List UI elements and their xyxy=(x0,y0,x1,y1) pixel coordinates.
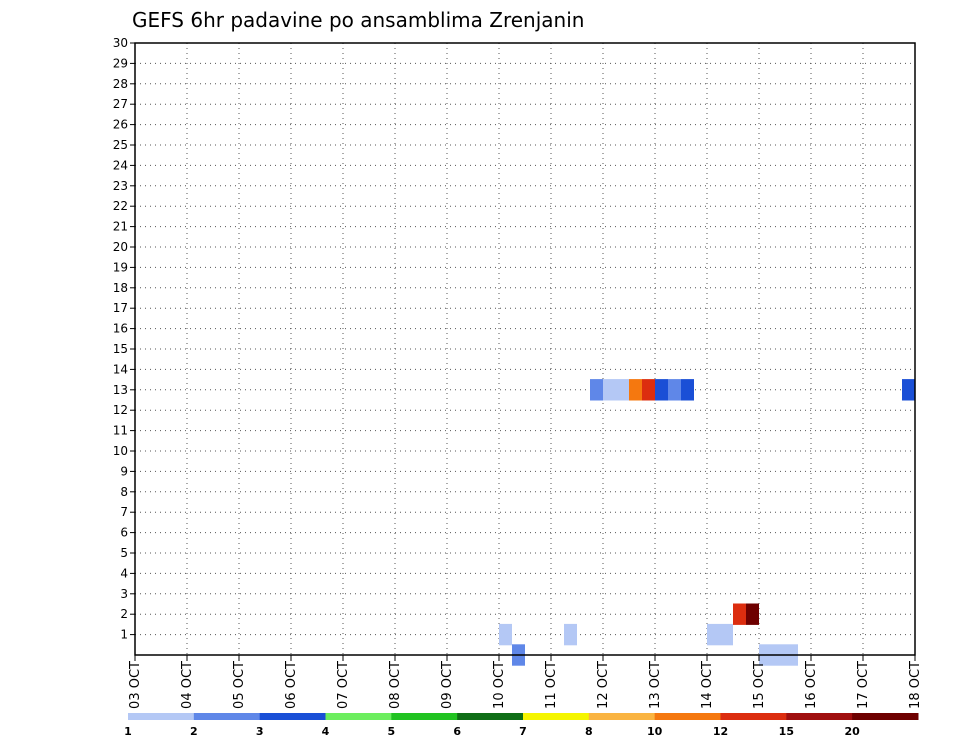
legend-swatch xyxy=(325,713,392,720)
legend-label: 1 xyxy=(124,725,132,738)
legend-swatch xyxy=(654,713,721,720)
y-tick-label: 10 xyxy=(113,444,128,458)
legend-label: 2 xyxy=(190,725,198,738)
data-cell xyxy=(720,623,733,646)
y-tick-label: 9 xyxy=(120,464,128,478)
data-cell xyxy=(655,379,668,401)
legend-swatch xyxy=(786,713,853,720)
legend-swatch xyxy=(457,713,524,720)
data-cell xyxy=(902,379,915,401)
y-tick-label: 27 xyxy=(113,97,128,111)
x-tick-label: 15 OCT xyxy=(752,661,767,709)
y-tick-label: 19 xyxy=(113,260,128,274)
y-tick-label: 20 xyxy=(113,240,128,254)
x-tick-label: 03 OCT xyxy=(128,661,143,709)
y-tick-label: 29 xyxy=(113,56,128,70)
y-tick-label: 22 xyxy=(113,199,128,213)
legend-label: 6 xyxy=(453,725,461,738)
legend-swatch xyxy=(720,713,787,720)
data-cell xyxy=(616,379,629,401)
legend-label: 12 xyxy=(713,725,728,738)
legend-label: 7 xyxy=(519,725,527,738)
y-tick-label: 16 xyxy=(113,322,128,336)
legend-label: 20 xyxy=(845,725,861,738)
legend-swatch xyxy=(523,713,590,720)
color-legend: 1 2 3 4 5 6 7 8 10 12 15 20 xyxy=(124,713,919,738)
legend-label: 5 xyxy=(388,725,396,738)
data-cell xyxy=(499,623,512,646)
x-tick-label: 17 OCT xyxy=(856,661,871,709)
x-tick-label: 05 OCT xyxy=(232,661,247,709)
grid-lines xyxy=(135,43,915,655)
data-cell xyxy=(629,379,642,401)
y-tick-label: 17 xyxy=(113,301,128,315)
y-tick-label: 3 xyxy=(120,587,128,601)
precipitation-cells xyxy=(499,379,915,666)
legend-swatch xyxy=(193,713,261,720)
y-tick-label: 28 xyxy=(113,77,128,91)
x-tick-label: 07 OCT xyxy=(336,661,351,709)
data-cell xyxy=(746,603,759,625)
x-tick-label: 10 OCT xyxy=(492,661,507,709)
y-axis: 1234567891011121314151617181920212223242… xyxy=(113,36,135,642)
legend-label: 15 xyxy=(779,725,794,738)
data-cell xyxy=(590,379,603,401)
y-tick-label: 30 xyxy=(113,36,128,50)
x-tick-label: 11 OCT xyxy=(544,661,559,709)
x-tick-label: 18 OCT xyxy=(908,661,923,709)
y-tick-label: 4 xyxy=(120,566,128,580)
y-tick-label: 11 xyxy=(113,424,128,438)
y-tick-label: 5 xyxy=(120,546,128,560)
legend-swatch xyxy=(852,713,919,720)
data-cell xyxy=(603,379,616,401)
y-tick-label: 1 xyxy=(120,628,128,642)
x-tick-label: 08 OCT xyxy=(388,661,403,709)
legend-swatch xyxy=(128,713,195,720)
y-tick-label: 23 xyxy=(113,179,128,193)
data-cell xyxy=(668,379,681,401)
y-tick-label: 8 xyxy=(120,485,128,499)
x-axis: 03 OCT 04 OCT 05 OCT 06 OCT 07 OCT 08 OCT 09 O… xyxy=(128,655,923,709)
y-tick-label: 26 xyxy=(113,118,128,132)
x-tick-label: 06 OCT xyxy=(284,661,299,709)
y-tick-label: 14 xyxy=(113,362,128,376)
legend-label: 8 xyxy=(585,725,593,738)
y-tick-label: 15 xyxy=(113,342,128,356)
x-tick-label: 09 OCT xyxy=(440,661,455,709)
legend-swatch xyxy=(588,713,656,720)
y-tick-label: 12 xyxy=(113,403,128,417)
y-tick-label: 24 xyxy=(113,158,128,172)
y-tick-label: 21 xyxy=(113,220,128,234)
y-tick-label: 25 xyxy=(113,138,128,152)
y-tick-label: 6 xyxy=(120,526,128,540)
legend-label: 3 xyxy=(256,725,264,738)
data-cell xyxy=(681,379,694,401)
y-tick-label: 7 xyxy=(120,505,128,519)
chart-title: GEFS 6hr padavine po ansamblima Zrenjani… xyxy=(132,8,584,32)
data-cell xyxy=(733,603,746,625)
data-cell xyxy=(707,623,720,646)
x-tick-label: 04 OCT xyxy=(180,661,195,709)
legend-swatch xyxy=(391,713,458,720)
y-tick-label: 18 xyxy=(113,281,128,295)
legend-label: 10 xyxy=(647,725,663,738)
x-tick-label: 14 OCT xyxy=(700,661,715,709)
x-tick-label: 16 OCT xyxy=(804,661,819,709)
x-tick-label: 13 OCT xyxy=(648,661,663,709)
data-cell xyxy=(564,623,577,646)
y-tick-label: 2 xyxy=(120,607,128,621)
y-tick-label: 13 xyxy=(113,383,128,397)
x-tick-label: 12 OCT xyxy=(596,661,611,709)
legend-label: 4 xyxy=(322,725,330,738)
data-cell xyxy=(642,379,655,401)
legend-swatch xyxy=(259,713,326,720)
